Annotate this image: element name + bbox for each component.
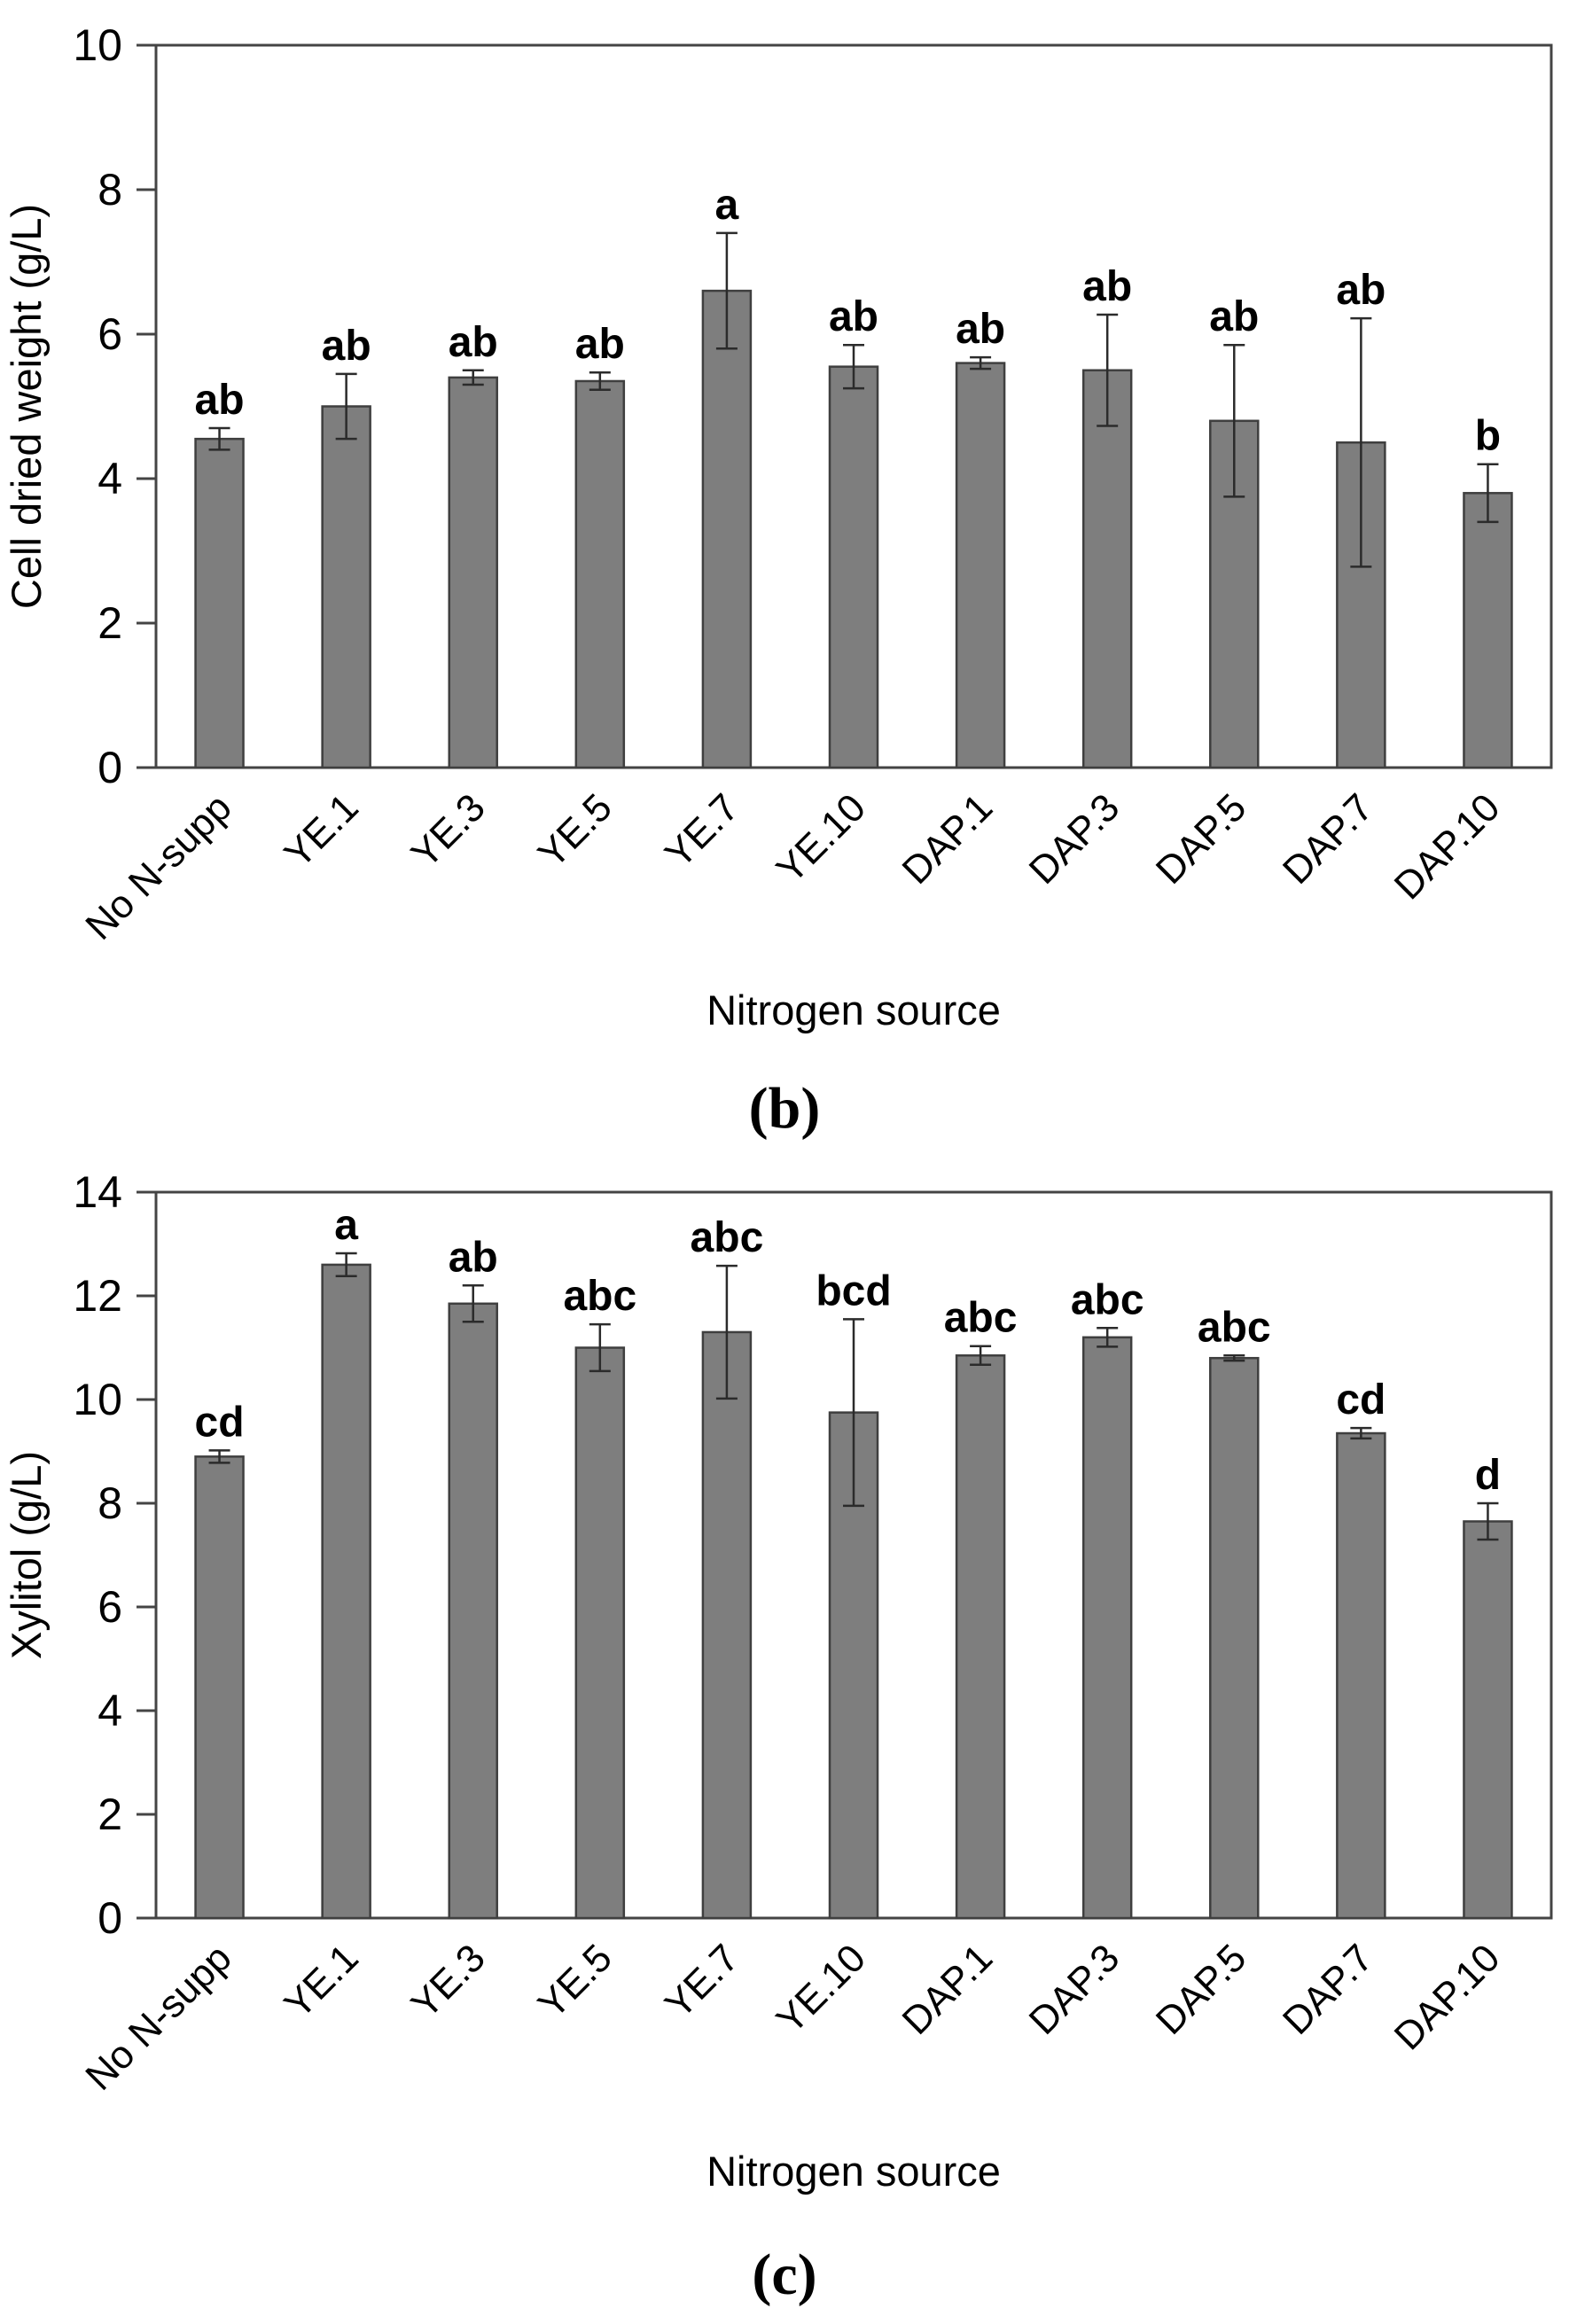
x-category-label: DAP.1 <box>894 785 1002 893</box>
y-tick-label: 8 <box>98 165 122 214</box>
panel-b-caption: (b) <box>748 1076 821 1141</box>
sig-label: ab <box>956 306 1005 353</box>
x-category-label: DAP.3 <box>1021 1936 1128 2043</box>
x-category-label: YE.1 <box>277 1936 367 2026</box>
sig-label: abc <box>944 1295 1018 1342</box>
y-tick-label: 8 <box>98 1478 122 1528</box>
sig-label: abc <box>691 1214 764 1261</box>
y-tick-label: 2 <box>98 1790 122 1839</box>
bar <box>955 1354 1006 1920</box>
bar <box>321 1263 371 1920</box>
y-tick-label: 10 <box>73 20 122 70</box>
bar <box>1081 1336 1133 1920</box>
x-category-label: YE.7 <box>657 785 747 876</box>
y-axis-title: Xylitol (g/L) <box>3 1451 50 1659</box>
sig-label: ab <box>829 293 878 340</box>
sig-label: abc <box>1198 1304 1271 1351</box>
sig-label: a <box>715 182 739 229</box>
bar <box>701 1330 753 1920</box>
x-axis-title: Nitrogen source <box>706 987 1001 1033</box>
y-tick-label: 2 <box>98 598 122 648</box>
sig-label: d <box>1475 1452 1501 1499</box>
bar <box>1463 1520 1513 1920</box>
x-category-label: DAP.10 <box>1386 785 1509 908</box>
x-category-label: YE.5 <box>530 785 621 876</box>
bar-chart-cell-dried-weight: 0 2 4 6 8 10 ab No N-supp ab YE.1 ab YE.3 ab YE.5 a YE.… <box>3 20 1553 1033</box>
bar <box>448 1302 498 1920</box>
bar <box>828 365 879 769</box>
sig-label: ab <box>449 1234 498 1281</box>
x-category-label: YE.1 <box>277 785 367 876</box>
bar <box>448 376 498 769</box>
sig-label: abc <box>563 1273 636 1320</box>
x-axis-title: Nitrogen source <box>706 2148 1001 2195</box>
x-category-label: YE.10 <box>769 785 874 891</box>
x-category-label: No N-supp <box>77 785 239 948</box>
sig-label: ab <box>1336 267 1386 314</box>
bar <box>1209 1356 1260 1920</box>
y-tick-label: 14 <box>73 1167 122 1217</box>
panel-c: 0 2 4 6 8 10 12 14 cd No N-supp a YE.1 ab YE.3 abc YE.5… <box>0 1166 1569 2324</box>
x-category-label: YE.3 <box>403 785 494 876</box>
y-tick-label: 0 <box>98 743 122 792</box>
sig-label: a <box>334 1202 358 1249</box>
x-category-label: DAP.3 <box>1021 785 1128 893</box>
x-category-label: DAP.5 <box>1148 785 1255 893</box>
sig-label: b <box>1475 413 1501 460</box>
sig-label: ab <box>449 319 498 366</box>
sig-label: ab <box>322 323 371 370</box>
bar <box>574 1346 626 1920</box>
bar <box>194 1455 245 1920</box>
sig-label: ab <box>1209 293 1259 340</box>
x-category-label: DAP.10 <box>1386 1936 1509 2058</box>
x-category-label: DAP.5 <box>1148 1936 1255 2043</box>
y-tick-label: 4 <box>98 1686 122 1735</box>
x-category-label: YE.3 <box>403 1936 494 2026</box>
bar <box>574 379 626 769</box>
bar-chart-xylitol: 0 2 4 6 8 10 12 14 cd No N-supp a YE.1 ab YE.3 abc YE.5… <box>3 1167 1553 2195</box>
sig-label: ab <box>575 321 625 368</box>
sig-label: cd <box>195 1399 245 1446</box>
sig-label: abc <box>1071 1276 1144 1323</box>
x-category-label: YE.7 <box>657 1936 747 2026</box>
x-category-label: YE.5 <box>530 1936 621 2026</box>
y-tick-label: 6 <box>98 309 122 359</box>
y-tick-label: 12 <box>73 1271 122 1321</box>
bar <box>194 437 245 769</box>
panel-b: 0 2 4 6 8 10 ab No N-supp ab YE.1 ab YE.3 ab YE.5 a YE.… <box>3 20 1553 1141</box>
bar <box>1463 492 1513 769</box>
bar <box>321 405 371 769</box>
x-category-label: No N-supp <box>77 1936 239 2098</box>
y-tick-label: 10 <box>73 1375 122 1424</box>
x-category-label: DAP.7 <box>1275 785 1382 893</box>
y-axis-title: Cell dried weight (g/L) <box>3 204 50 609</box>
bar <box>1081 369 1133 769</box>
y-tick-label: 0 <box>98 1893 122 1943</box>
sig-label: cd <box>1336 1376 1386 1423</box>
sig-label: bcd <box>816 1267 891 1314</box>
sig-label: ab <box>195 377 245 424</box>
y-tick-label: 6 <box>98 1582 122 1632</box>
bar <box>955 362 1006 769</box>
y-tick-label: 4 <box>98 454 122 503</box>
bar <box>1336 1431 1386 1920</box>
x-category-label: DAP.1 <box>894 1936 1002 2043</box>
x-category-label: YE.10 <box>769 1936 874 2041</box>
panel-c-caption: (c) <box>752 2242 817 2307</box>
x-category-label: DAP.7 <box>1275 1936 1382 2043</box>
sig-label: ab <box>1082 263 1132 310</box>
bar <box>701 289 753 769</box>
